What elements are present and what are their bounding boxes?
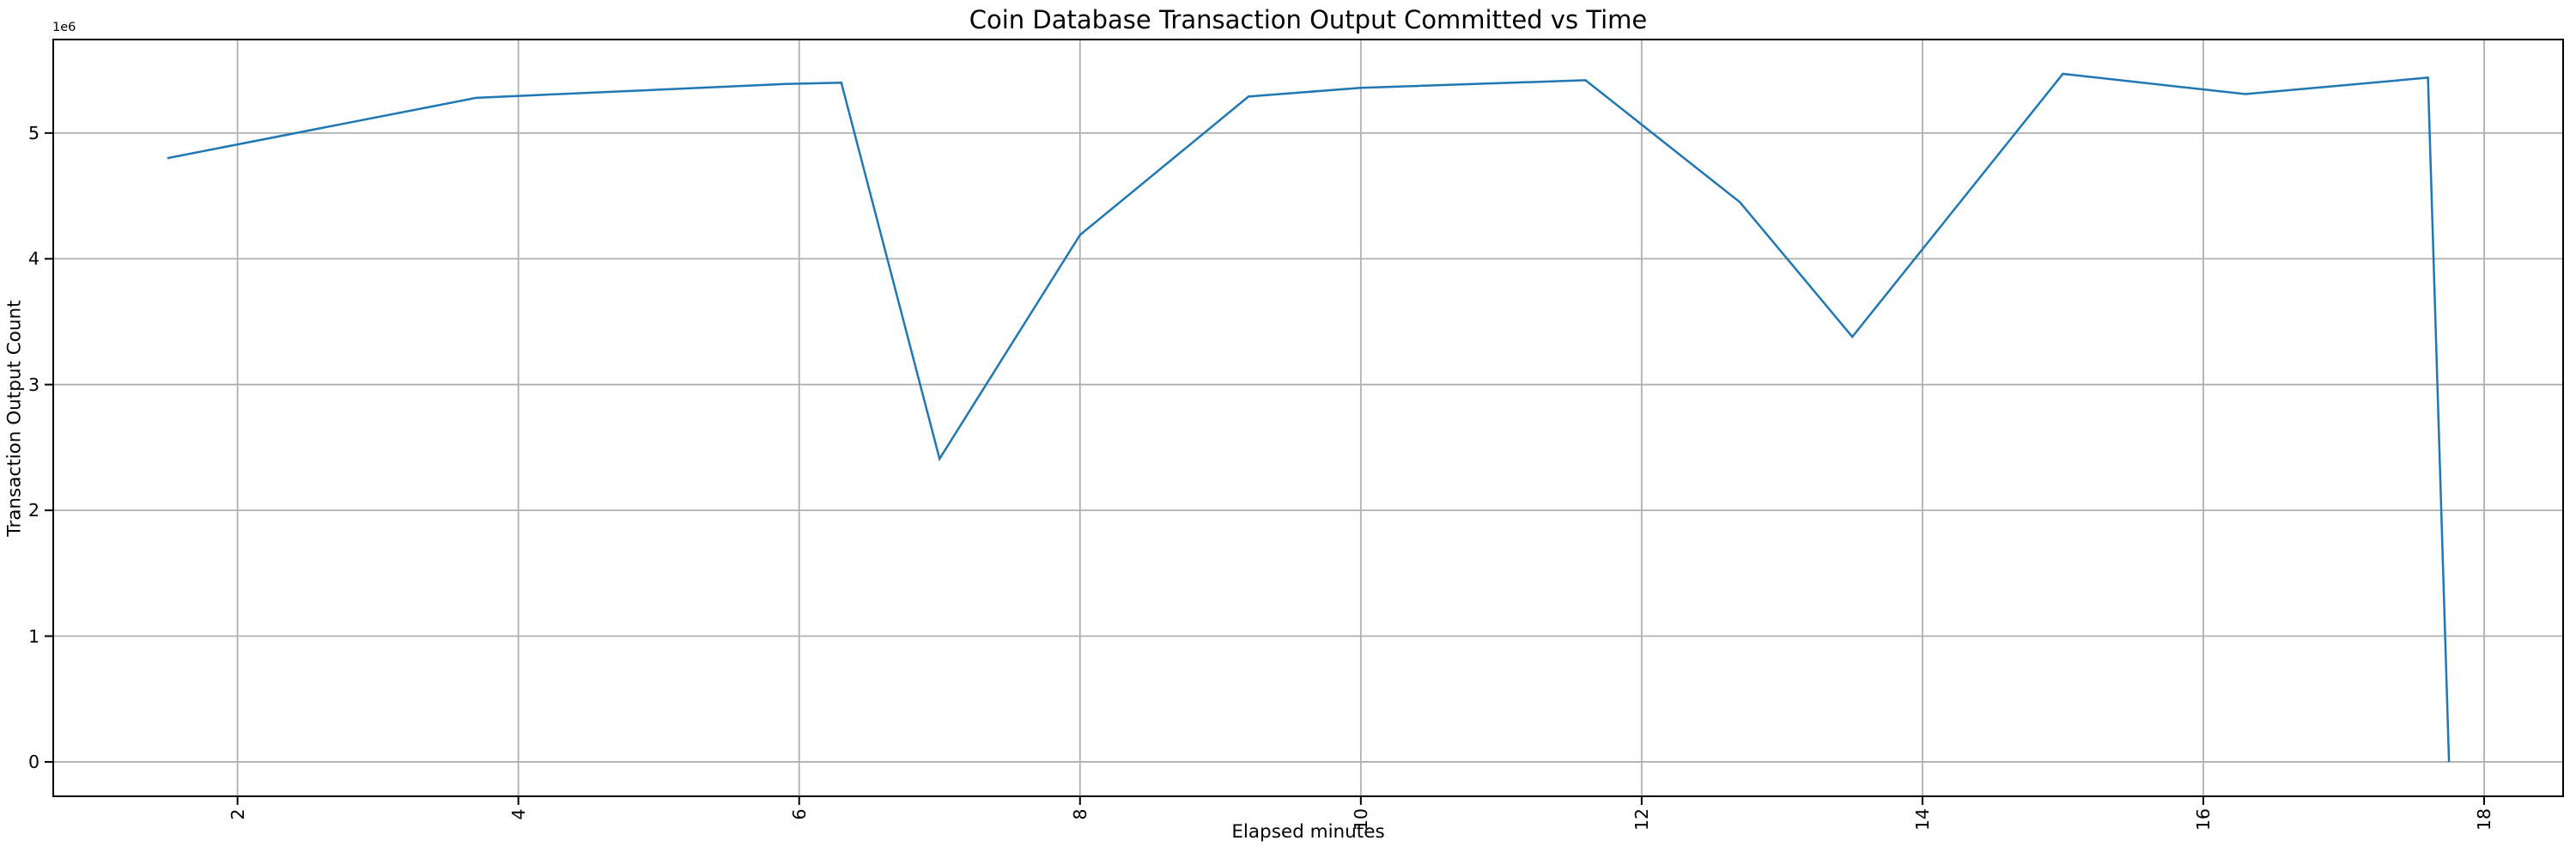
y-tick-label: 3 xyxy=(27,374,39,395)
x-tick-label: 6 xyxy=(788,807,810,820)
plot-border xyxy=(52,39,2564,797)
x-tick-label: 8 xyxy=(1069,807,1091,820)
y-tick-label: 1 xyxy=(27,625,39,647)
chart-title: Coin Database Transaction Output Committ… xyxy=(969,5,1648,34)
y-axis-offset-text: 1e6 xyxy=(52,21,76,34)
y-tick-label: 0 xyxy=(27,751,39,772)
x-tick-label: 4 xyxy=(507,807,529,820)
x-tick-label: 2 xyxy=(227,807,248,820)
y-tick-label: 5 xyxy=(27,122,39,143)
y-tick-label: 2 xyxy=(27,500,39,521)
y-tick-label: 4 xyxy=(27,248,39,270)
x-axis-label: Elapsed minutes xyxy=(1231,821,1385,843)
data-line-transaction-output-count xyxy=(167,72,2451,763)
